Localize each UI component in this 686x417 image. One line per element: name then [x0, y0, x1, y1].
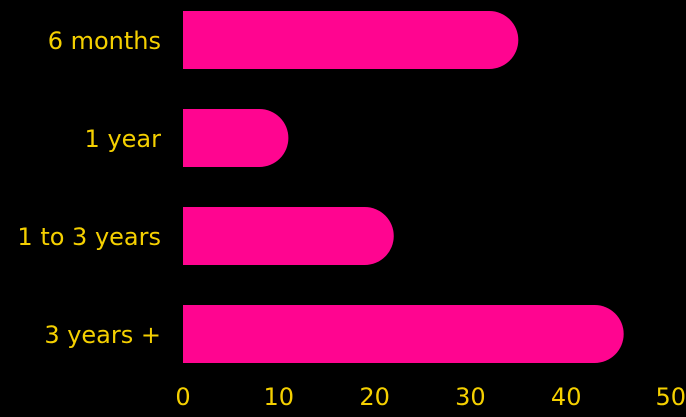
- x-tick-label-10: 10: [264, 383, 295, 411]
- x-tick-label-50: 50: [655, 383, 686, 411]
- bar-3-years-plus: [183, 305, 624, 363]
- x-tick-label-30: 30: [455, 383, 486, 411]
- x-axis-tick-labels: 0 10 20 30 40 50: [175, 383, 686, 411]
- x-tick-label-0: 0: [175, 383, 190, 411]
- bar-1-to-3-years: [183, 207, 394, 265]
- bars-group: [183, 11, 624, 363]
- category-label-1-year: 1 year: [85, 125, 162, 153]
- x-tick-label-40: 40: [551, 383, 582, 411]
- category-label-6-months: 6 months: [48, 27, 161, 55]
- category-label-3-years-plus: 3 years +: [44, 321, 161, 349]
- bar-6-months: [183, 11, 519, 69]
- category-label-1-to-3-years: 1 to 3 years: [17, 223, 161, 251]
- x-tick-label-20: 20: [359, 383, 390, 411]
- category-labels: 6 months 1 year 1 to 3 years 3 years +: [17, 27, 161, 349]
- bar-1-year: [183, 109, 289, 167]
